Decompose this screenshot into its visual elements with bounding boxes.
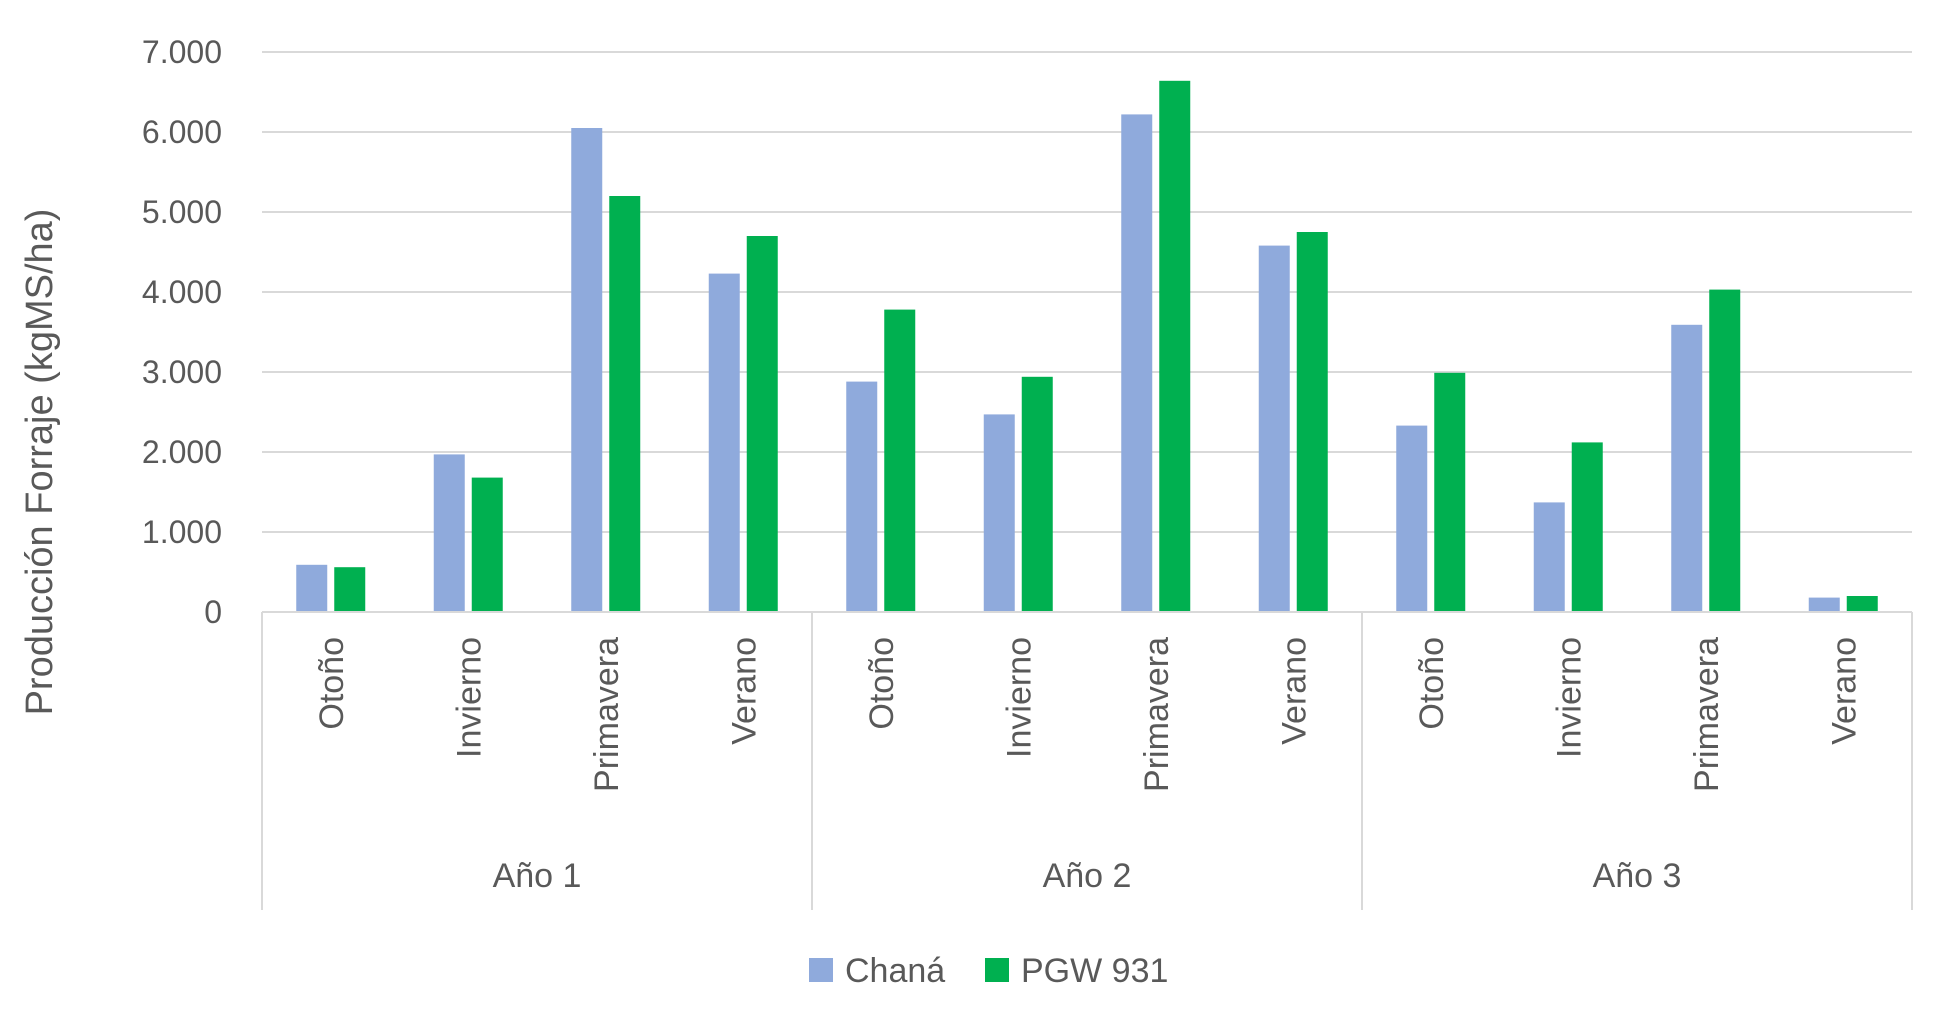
y-tick-label: 5.000 xyxy=(142,194,222,230)
bar-chana xyxy=(1396,425,1428,612)
legend-label: Chaná xyxy=(845,952,945,990)
y-tick-label: 6.000 xyxy=(142,114,222,150)
bar-pgw-931 xyxy=(1296,232,1328,612)
bar-pgw-931 xyxy=(884,309,916,612)
x-category-label: Verano xyxy=(1275,637,1313,745)
x-group-label: Año 3 xyxy=(1593,857,1682,895)
bar-chana xyxy=(708,273,740,612)
bar-chana xyxy=(1258,245,1290,612)
bar-pgw-931 xyxy=(1021,376,1053,612)
y-tick-label: 0 xyxy=(204,594,222,630)
bar-chana xyxy=(571,128,603,612)
bar-chana xyxy=(296,564,328,612)
x-group-label: Año 2 xyxy=(1043,857,1132,895)
bar-pgw-931 xyxy=(1709,289,1741,612)
bar-chana xyxy=(846,381,878,612)
bar-chana xyxy=(1121,114,1153,613)
bar-pgw-931 xyxy=(609,196,641,612)
y-tick-label: 2.000 xyxy=(142,434,222,470)
bar-pgw-931 xyxy=(1434,372,1466,612)
y-axis-label: Producción Forraje (kgMS/ha) xyxy=(19,209,61,716)
x-axis: Otoño Invierno Primavera Verano Otoño Inviern… xyxy=(261,611,1913,910)
bar-pgw-931 xyxy=(1571,442,1603,612)
y-tick-label: 4.000 xyxy=(142,274,222,310)
x-category-label: Primavera xyxy=(1688,637,1726,792)
y-axis-ticks: 0 1.000 2.000 3.000 4.000 5.000 6.000 7.000 xyxy=(142,34,222,630)
gridlines xyxy=(262,51,1912,533)
y-tick-label: 1.000 xyxy=(142,514,222,550)
bar-pgw-931 xyxy=(746,236,778,612)
legend: Chaná PGW 931 xyxy=(809,952,1168,990)
y-tick-label: 3.000 xyxy=(142,354,222,390)
x-category-label: Otoño xyxy=(313,637,351,730)
x-category-label: Verano xyxy=(1825,637,1863,745)
bar-chana xyxy=(1671,324,1703,612)
bar-chana xyxy=(1533,502,1565,612)
x-category-label: Primavera xyxy=(1138,637,1176,792)
bar-pgw-931 xyxy=(1846,596,1878,612)
bar-chana xyxy=(983,414,1015,612)
bar-pgw-931 xyxy=(471,477,503,612)
legend-swatch xyxy=(985,958,1009,982)
x-category-label: Invierno xyxy=(450,637,488,758)
legend-label: PGW 931 xyxy=(1021,952,1168,990)
x-category-label: Invierno xyxy=(1550,637,1588,758)
x-group-label: Año 1 xyxy=(493,857,582,895)
bar-chana xyxy=(433,454,465,612)
y-tick-label: 7.000 xyxy=(142,34,222,70)
bar-pgw-931 xyxy=(334,567,366,612)
x-category-label: Verano xyxy=(725,637,763,745)
x-category-label: Invierno xyxy=(1000,637,1038,758)
x-category-label: Primavera xyxy=(588,637,626,792)
legend-swatch xyxy=(809,958,833,982)
x-category-label: Otoño xyxy=(863,637,901,730)
bars xyxy=(296,80,1878,613)
x-category-label: Otoño xyxy=(1413,637,1451,730)
bar-chana xyxy=(1808,597,1840,612)
bar-pgw-931 xyxy=(1159,80,1191,613)
